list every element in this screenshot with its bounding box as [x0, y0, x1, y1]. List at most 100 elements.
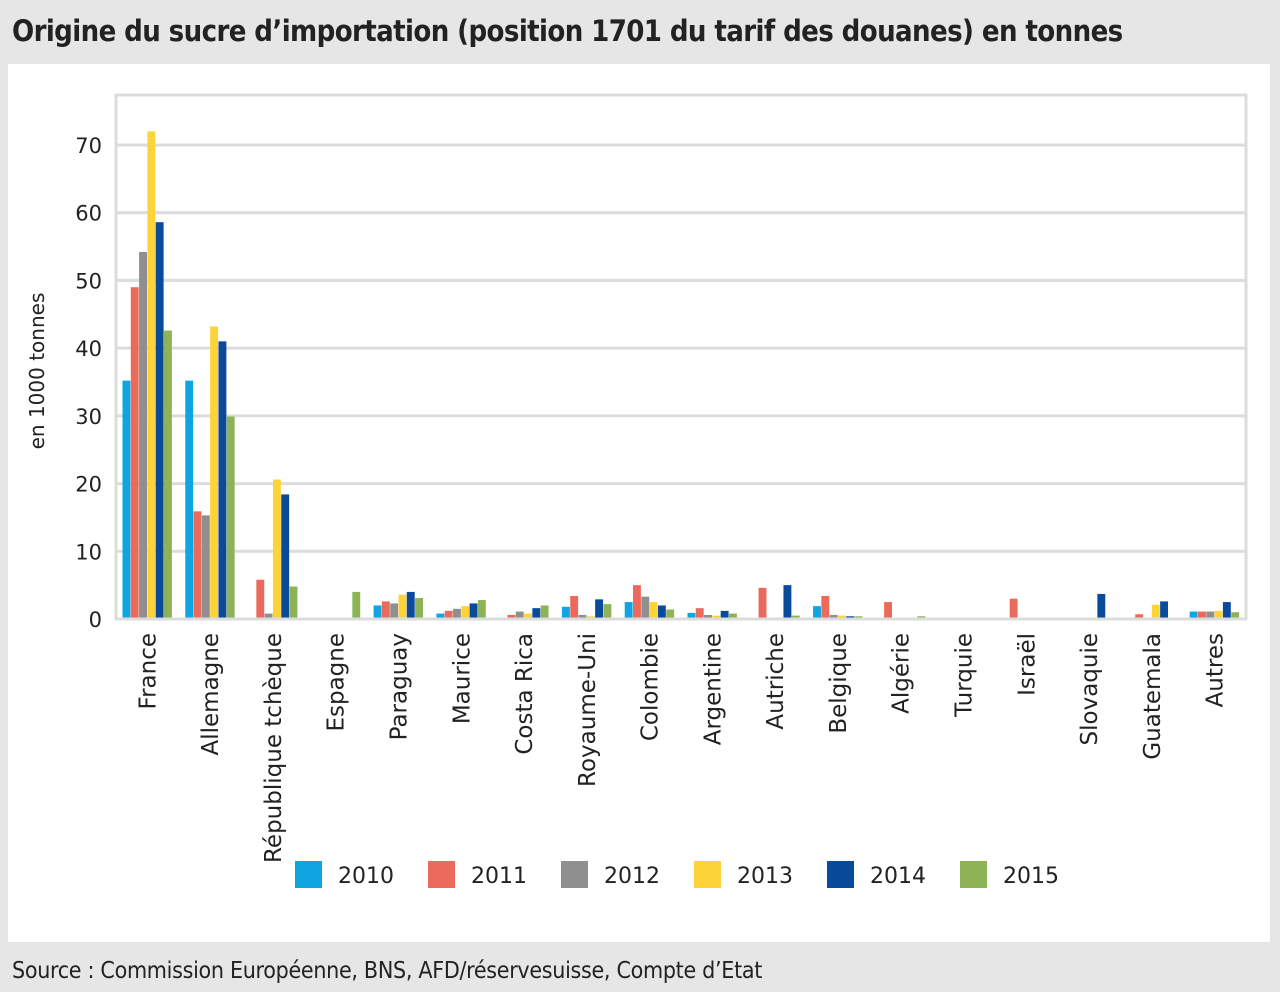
x-tick-label-slovaquie: Slovaquie — [1077, 633, 1103, 745]
bar-autriche-2015 — [791, 615, 800, 619]
x-tick-label-autriche: Autriche — [763, 633, 789, 730]
bar-costa-rica-2011 — [507, 614, 516, 619]
bar-france-2011 — [130, 287, 139, 619]
bar-argentine-2014 — [720, 610, 729, 619]
source-note: Source : Commission Européenne, BNS, AFD… — [12, 958, 763, 984]
chart-panel: 0 10 20 30 40 50 60 70 en 1000 tonnes France Allem… — [8, 64, 1270, 942]
bar-colombie-2013 — [649, 602, 658, 619]
bar-costa-rica-2014 — [532, 608, 541, 619]
x-tick-label-colombie: Colombie — [638, 633, 664, 741]
bar-belgique-2010 — [813, 606, 821, 619]
y-tick-label-30: 30 — [75, 405, 102, 429]
bar-paraguay-2011 — [381, 601, 390, 619]
bar-royaume-uni-2011 — [570, 595, 579, 619]
bar-autres-2015 — [1231, 612, 1240, 619]
bar-france-2010 — [122, 380, 131, 619]
bar-colombie-2011 — [633, 585, 641, 619]
bar-guatemala-2013 — [1151, 604, 1160, 619]
bar-paraguay-2013 — [398, 594, 407, 619]
bar-maurice-2012 — [452, 608, 461, 619]
bar-costa-rica-2012 — [515, 611, 524, 619]
x-tick-label-autres: Autres — [1203, 633, 1229, 707]
legend-label-2012: 2012 — [604, 864, 660, 889]
y-axis-label: en 1000 tonnes — [25, 293, 49, 450]
legend-swatch-2011 — [428, 861, 455, 888]
y-tick-label-70: 70 — [75, 134, 102, 158]
bar-paraguay-2012 — [390, 603, 399, 619]
bar-r-publique-tch-que-2012 — [264, 613, 273, 619]
x-tick-label-royaume-uni: Royaume-Uni — [575, 633, 601, 787]
plot-frame — [114, 93, 1248, 621]
bar-guatemala-2014 — [1160, 601, 1169, 619]
bar-r-publique-tch-que-2014 — [281, 494, 290, 619]
legend-swatch-2010 — [295, 861, 322, 888]
legend-label-2015: 2015 — [1003, 864, 1059, 889]
x-tick-label-paraguay: Paraguay — [387, 633, 413, 740]
x-tick-label-belgique: Belgique — [826, 633, 852, 734]
bar-royaume-uni-2015 — [603, 604, 612, 619]
y-tick-label-0: 0 — [89, 608, 102, 632]
legend-swatch-2015 — [960, 861, 987, 888]
x-tick-label-r-publique-tch-que: République tchèque — [261, 633, 287, 863]
bar-allemagne-2012 — [201, 515, 210, 619]
bar-allemagne-2013 — [210, 326, 219, 619]
bar-autres-2010 — [1189, 611, 1198, 619]
legend-swatch-2014 — [827, 861, 854, 888]
bar-r-publique-tch-que-2015 — [289, 586, 298, 619]
legend-label-2014: 2014 — [870, 864, 926, 889]
bar-argentine-2015 — [728, 613, 737, 619]
bar-maurice-2013 — [461, 606, 470, 619]
bar-maurice-2014 — [469, 603, 478, 619]
bar-isra-l-2011 — [1009, 598, 1018, 619]
bar-paraguay-2015 — [415, 598, 423, 619]
bar-maurice-2015 — [477, 600, 486, 619]
legend-label-2013: 2013 — [737, 864, 793, 889]
legend-swatch-2012 — [561, 861, 588, 888]
bar-france-2013 — [147, 131, 156, 619]
x-tick-label-turquie: Turquie — [952, 633, 978, 718]
bar-r-publique-tch-que-2013 — [272, 479, 281, 619]
bar-colombie-2012 — [641, 596, 650, 619]
y-tick-label-50: 50 — [75, 269, 102, 293]
bar-royaume-uni-2012 — [578, 614, 587, 619]
bar-france-2012 — [139, 251, 147, 619]
bar-autriche-2014 — [783, 585, 792, 619]
bar-argentine-2011 — [695, 608, 704, 619]
x-tick-label-france: France — [135, 633, 161, 709]
bar-autres-2013 — [1214, 610, 1223, 619]
bar-paraguay-2014 — [406, 591, 415, 619]
y-tick-label-40: 40 — [75, 337, 102, 361]
bar-france-2015 — [163, 330, 172, 619]
bar-autriche-2011 — [758, 587, 767, 619]
bar-chart: 0 10 20 30 40 50 60 70 en 1000 tonnes France Allem… — [25, 93, 1248, 889]
bar-r-publique-tch-que-2011 — [256, 579, 265, 619]
bar-allemagne-2010 — [185, 380, 194, 619]
chart-title: Origine du sucre d’importation (position… — [12, 14, 1123, 48]
bar-argentine-2012 — [704, 614, 712, 619]
bar-colombie-2015 — [666, 609, 675, 619]
bar-belgique-2011 — [821, 595, 830, 619]
bar-colombie-2014 — [657, 605, 666, 619]
x-tick-label-argentine: Argentine — [700, 633, 726, 745]
bar-royaume-uni-2010 — [561, 606, 570, 619]
x-tick-label-alg-rie: Algérie — [889, 633, 915, 714]
bar-autres-2011 — [1198, 611, 1206, 619]
bar-allemagne-2014 — [218, 341, 227, 619]
bar-allemagne-2011 — [193, 511, 202, 619]
bar-argentine-2010 — [687, 612, 696, 619]
legend-swatch-2013 — [694, 861, 721, 888]
y-tick-label-10: 10 — [75, 540, 102, 564]
legend-label-2011: 2011 — [471, 864, 527, 889]
y-tick-label-60: 60 — [75, 202, 102, 226]
x-tick-label-allemagne: Allemagne — [198, 633, 224, 756]
bar-paraguay-2010 — [373, 605, 382, 619]
x-tick-label-guatemala: Guatemala — [1140, 633, 1166, 760]
x-tick-label-isra-l: Israël — [1014, 633, 1040, 696]
bar-france-2014 — [155, 222, 164, 620]
x-tick-label-espagne: Espagne — [324, 633, 350, 732]
x-tick-label-maurice: Maurice — [449, 633, 475, 724]
bar-maurice-2011 — [444, 610, 453, 619]
bar-costa-rica-2015 — [540, 605, 549, 619]
bar-costa-rica-2013 — [524, 613, 532, 619]
bar-espagne-2015 — [352, 591, 361, 619]
